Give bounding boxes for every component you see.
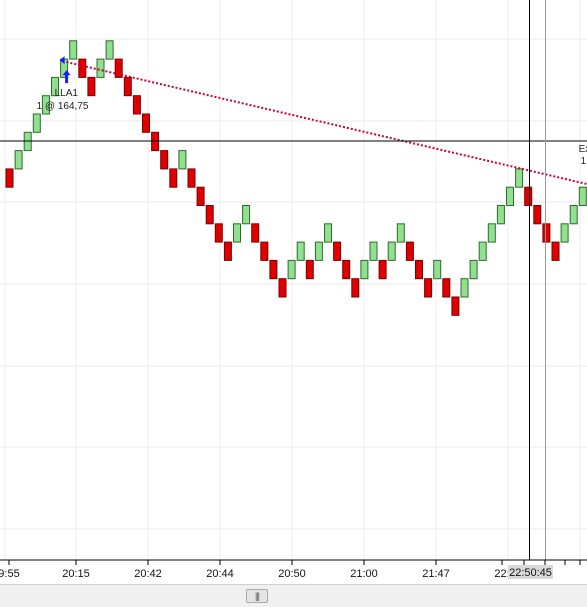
renko-brick-down — [187, 168, 196, 188]
renko-brick-down — [251, 223, 260, 243]
time-axis-tick-label: 20:44 — [206, 568, 234, 580]
time-axis-tick-label: 20:42 — [134, 568, 162, 580]
entry-marker-icon — [59, 56, 65, 65]
renko-brick-down — [342, 259, 351, 280]
trade-markers: LLA1 1 @ 164,75 Exit on close1 @ 164,29 — [37, 56, 587, 186]
renko-brick-down — [424, 278, 433, 298]
renko-brick-up — [41, 95, 50, 115]
renko-brick-up — [314, 241, 323, 261]
renko-brick-down — [524, 186, 533, 206]
renko-brick-down — [305, 259, 314, 280]
crosshair-time-badge — [508, 565, 553, 579]
renko-brick-up — [233, 223, 241, 243]
renko-brick-up — [69, 40, 78, 60]
renko-brick-down — [123, 76, 132, 97]
renko-brick-down — [160, 150, 169, 170]
renko-brick-down — [78, 58, 87, 78]
renko-brick-down — [223, 241, 232, 261]
entry-arrow-icon — [62, 70, 71, 84]
renko-brick-up — [369, 241, 378, 261]
renko-brick-up — [478, 241, 487, 261]
trade-connector-line — [62, 60, 587, 186]
time-axis: 9:55 20:15 20:42 20:44 20:50 21:00 21:47 22: 22:… — [0, 559, 587, 580]
time-axis-tick-label: 21:47 — [422, 568, 450, 580]
exit-detail: 1 @ 164,29 — [581, 156, 587, 167]
renko-brick-up — [32, 113, 41, 133]
renko-brick-up — [324, 223, 332, 243]
renko-brick-up — [287, 259, 296, 280]
renko-brick-down — [415, 259, 423, 280]
renko-brick-up — [105, 40, 114, 60]
time-axis-tick-label: 9:55 — [0, 568, 20, 580]
entry-label: LLA1 — [55, 88, 79, 99]
renko-brick-down — [205, 205, 214, 225]
renko-brick-down — [405, 241, 414, 261]
renko-brick-up — [578, 186, 587, 206]
renko-brick-up — [96, 58, 105, 78]
exit-label: Exit on close — [579, 144, 587, 155]
renko-brick-up — [296, 241, 305, 261]
renko-brick-up — [569, 205, 578, 225]
renko-brick-down — [196, 186, 205, 206]
crosshair-time-label: 22:50:45 — [509, 567, 552, 579]
renko-brick-down — [214, 223, 223, 243]
renko-brick-up — [469, 259, 478, 280]
chart-gridlines — [0, 0, 587, 560]
renko-brick-up — [360, 259, 369, 280]
renko-brick-up — [515, 168, 524, 188]
time-axis-tick-label: 20:15 — [62, 568, 90, 580]
renko-brick-down — [351, 278, 360, 298]
chart-background — [0, 0, 587, 584]
renko-brick-down — [87, 76, 96, 97]
scrollbar-thumb[interactable]: ||| — [246, 589, 268, 603]
entry-detail: 1 @ 164,75 — [37, 101, 89, 112]
renko-brick-down — [442, 278, 451, 298]
renko-brick-down — [260, 241, 269, 261]
renko-brick-down — [142, 113, 150, 133]
time-axis-tick-label: 22: — [494, 568, 509, 580]
horizontal-scrollbar[interactable]: ||| — [0, 584, 587, 607]
renko-brick-down — [451, 296, 460, 316]
renko-brick-up — [242, 205, 251, 225]
renko-brick-down — [378, 259, 387, 280]
renko-brick-up — [560, 223, 569, 243]
renko-brick-down — [169, 168, 178, 188]
renko-brick-up — [496, 205, 505, 225]
price-chart-canvas[interactable]: LLA1 1 @ 164,75 Exit on close1 @ 164,29 9:… — [0, 0, 587, 584]
scrollbar-grip-icon: ||| — [254, 591, 260, 601]
renko-brick-down — [132, 95, 141, 115]
renko-brick-up — [14, 150, 23, 170]
renko-brick-down — [551, 241, 560, 261]
renko-brick-down — [114, 58, 123, 78]
renko-brick-up — [460, 278, 469, 298]
renko-brick-down — [5, 168, 14, 188]
renko-brick-down — [278, 278, 287, 298]
renko-brick-down — [333, 241, 342, 261]
renko-brick-down — [269, 259, 278, 280]
renko-brick-up — [51, 76, 59, 97]
renko-brick-down — [542, 223, 551, 243]
renko-brick-up — [178, 150, 187, 170]
renko-brick-up — [396, 223, 405, 243]
renko-brick-up — [506, 186, 514, 206]
crosshair — [0, 0, 587, 560]
renko-brick-down — [533, 205, 542, 225]
renko-brick-up — [387, 241, 396, 261]
time-axis-tick-label: 21:00 — [350, 568, 378, 580]
time-axis-tick-label: 20:50 — [278, 568, 306, 580]
renko-brick-up — [487, 223, 496, 243]
renko-brick-up — [433, 259, 442, 280]
